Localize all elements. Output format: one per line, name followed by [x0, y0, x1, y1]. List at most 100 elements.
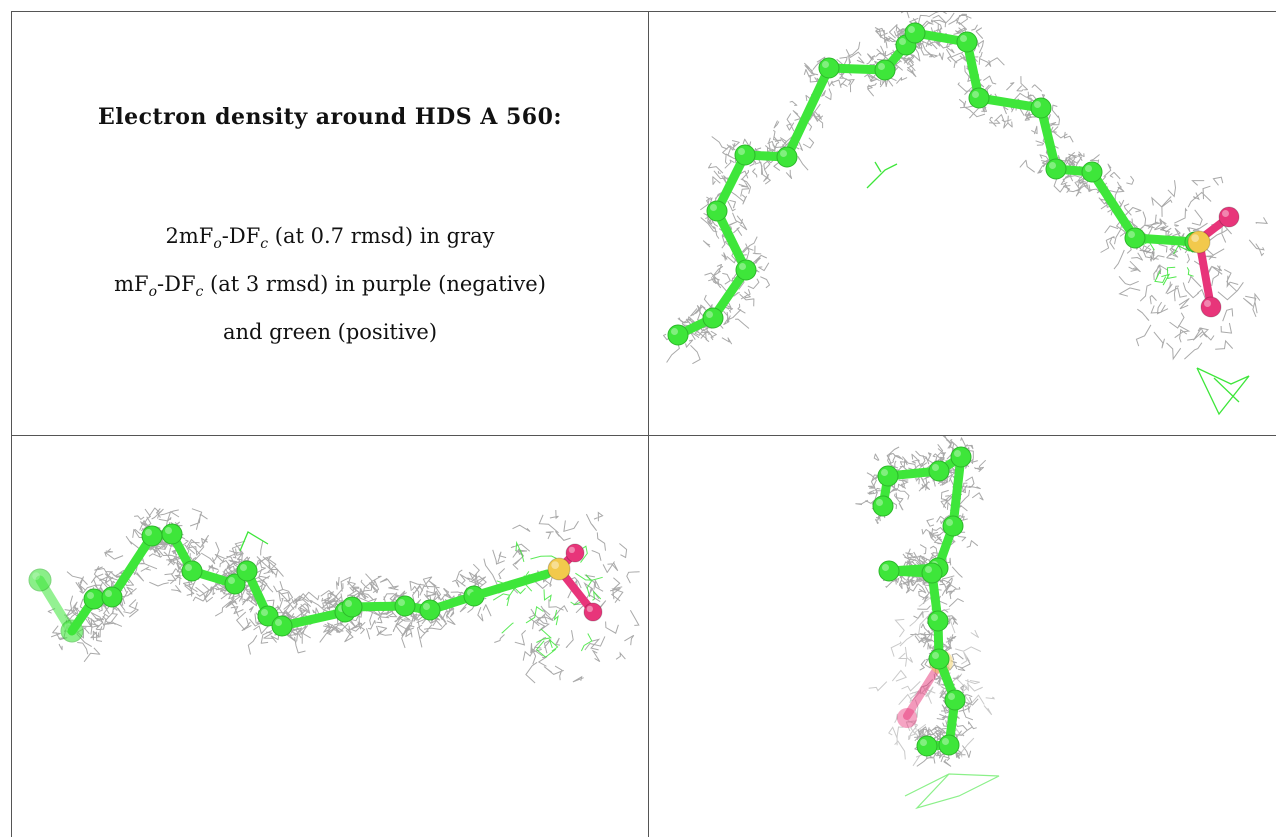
positive-density-mesh: [239, 531, 269, 552]
carbon-atom: [1045, 158, 1067, 180]
legend-cell: Electron density around HDS A 560: 2mFo-…: [12, 12, 648, 435]
carbon-atom: [141, 525, 163, 547]
atom-highlight: [908, 26, 915, 33]
bond: [277, 607, 350, 631]
atom-highlight: [398, 599, 405, 606]
atom-highlight: [568, 546, 575, 553]
grid-center-divider: [648, 11, 649, 837]
view-bottom-left: [12, 436, 648, 837]
atom-highlight: [738, 148, 745, 155]
density-view-svg: [28, 507, 640, 684]
density-view-svg: [663, 12, 1269, 416]
atom-highlight: [423, 603, 430, 610]
carbon-atom: [667, 324, 689, 346]
legend-line-mfo: mFo-DFc (at 3 rmsd) in purple (negative): [114, 272, 546, 301]
carbon-atom: [921, 562, 943, 584]
positive-density-mesh: [904, 773, 1000, 810]
carbon-atom: [101, 586, 123, 608]
atom-highlight: [780, 150, 787, 157]
bond: [107, 531, 157, 602]
atom-highlight: [1191, 234, 1199, 242]
carbon-atom: [271, 615, 293, 637]
carbon-atom: [224, 573, 246, 595]
oxygen-atom: [565, 543, 585, 563]
carbon-atom: [776, 146, 798, 168]
carbon-atom: [916, 735, 938, 757]
carbon-atom: [956, 31, 978, 53]
carbon-atom: [28, 568, 52, 592]
carbon-atom: [927, 610, 949, 632]
atom-highlight: [899, 38, 906, 45]
carbon-atom: [702, 307, 724, 329]
positive-density-mesh: [866, 161, 898, 189]
atom-highlight: [165, 527, 172, 534]
atom-highlight: [551, 561, 560, 569]
carbon-atom: [944, 689, 966, 711]
atom-highlight: [925, 566, 932, 573]
oxygen-atom: [1200, 296, 1222, 318]
atom-highlight: [1222, 210, 1229, 217]
atom-highlight: [942, 738, 949, 745]
atom-highlight: [876, 499, 883, 506]
carbon-atom: [394, 595, 416, 617]
atom-highlight: [706, 311, 713, 318]
atom-highlight: [972, 91, 979, 98]
carbon-atom: [236, 560, 258, 582]
carbon-atom: [734, 144, 756, 166]
sulfur-atom: [1187, 230, 1211, 254]
density-mesh: [663, 12, 1208, 365]
atom-highlight: [739, 263, 746, 270]
atom-highlight: [878, 63, 885, 70]
atom-highlight: [948, 693, 955, 700]
carbon-atom: [878, 560, 900, 582]
atom-highlight: [954, 450, 961, 457]
carbon-atom: [968, 87, 990, 109]
atom-highlight: [87, 592, 94, 599]
carbon-atom: [735, 259, 757, 281]
atom-highlight: [1204, 300, 1211, 307]
legend-line-green: and green (positive): [222, 320, 438, 345]
density-mesh: [1118, 176, 1269, 361]
atom-highlight: [931, 614, 938, 621]
atom-highlight: [932, 652, 939, 659]
atom-highlight: [1034, 101, 1041, 108]
legend-line-2mfo: 2mFo-DFc (at 0.7 rmsd) in gray: [165, 224, 495, 253]
bond: [469, 569, 552, 601]
atom-highlight: [1085, 165, 1092, 172]
atom-highlight: [822, 61, 829, 68]
carbon-atom: [1030, 97, 1052, 119]
carbon-atom: [928, 460, 950, 482]
bond: [903, 658, 945, 720]
grid-left-border: [11, 11, 12, 837]
carbon-atom: [942, 515, 964, 537]
atom-highlight: [1049, 162, 1056, 169]
view-bottom-right: [649, 436, 1276, 837]
atom-highlight: [1128, 231, 1135, 238]
atom-highlight: [882, 564, 889, 571]
bond: [1087, 167, 1140, 243]
grid-middle-divider: [12, 435, 1276, 436]
atom-highlight: [946, 519, 953, 526]
density-mesh: [483, 509, 640, 684]
atom-highlight: [960, 35, 967, 42]
atom-highlight: [710, 204, 717, 211]
atom-highlight: [671, 328, 678, 335]
atom-highlight: [586, 605, 593, 612]
positive-density-mesh: [1196, 367, 1250, 416]
carbon-atom: [341, 596, 363, 618]
carbon-atom: [419, 599, 441, 621]
carbon-atom: [706, 200, 728, 222]
density-mesh: [855, 436, 987, 767]
oxygen-atom: [583, 602, 603, 622]
atom-highlight: [920, 739, 927, 746]
density-view-svg: [855, 436, 1000, 810]
carbon-atom: [1124, 227, 1146, 249]
atom-highlight: [240, 564, 247, 571]
atom-highlight: [932, 464, 939, 471]
carbon-atom: [161, 523, 183, 545]
atom-highlight: [261, 609, 268, 616]
carbon-atom: [874, 59, 896, 81]
carbon-atom: [877, 465, 899, 487]
sulfur-atom: [547, 557, 571, 581]
carbon-atom: [1081, 161, 1103, 183]
